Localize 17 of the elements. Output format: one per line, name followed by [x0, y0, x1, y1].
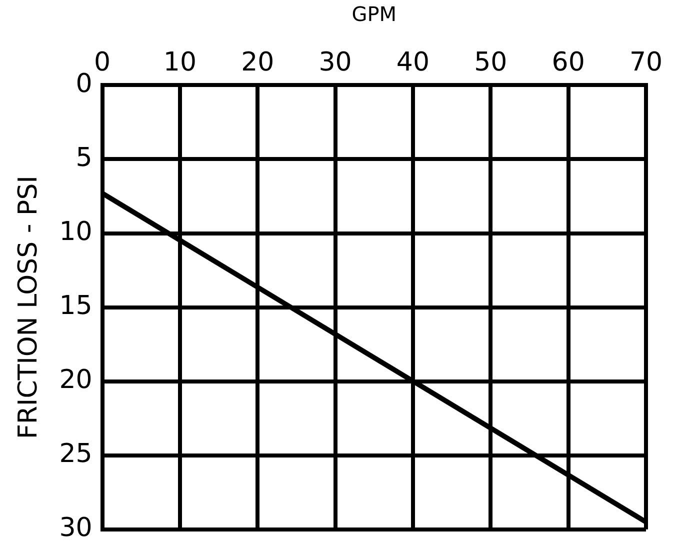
y-tick-label: 10 — [59, 217, 92, 248]
y-tick-label: 25 — [59, 439, 92, 470]
y-axis-title: FRICTION LOSS - PSI — [13, 176, 44, 439]
y-tick-label: 20 — [59, 365, 92, 396]
y-tick-label: 15 — [59, 291, 92, 322]
x-tick-label: 20 — [241, 47, 274, 78]
x-axis-title: GPM — [352, 2, 397, 26]
x-tick-label: 70 — [629, 47, 663, 78]
x-tick-label: 60 — [552, 47, 585, 78]
y-tick-label: 5 — [76, 142, 92, 173]
y-tick-label: 0 — [76, 68, 92, 99]
x-tick-label: 50 — [474, 47, 508, 78]
x-tick-label: 40 — [396, 47, 430, 78]
x-tick-label: 0 — [94, 47, 111, 78]
y-tick-label: 30 — [59, 513, 92, 544]
x-tick-label: 10 — [163, 47, 197, 78]
x-tick-label: 30 — [318, 47, 352, 78]
